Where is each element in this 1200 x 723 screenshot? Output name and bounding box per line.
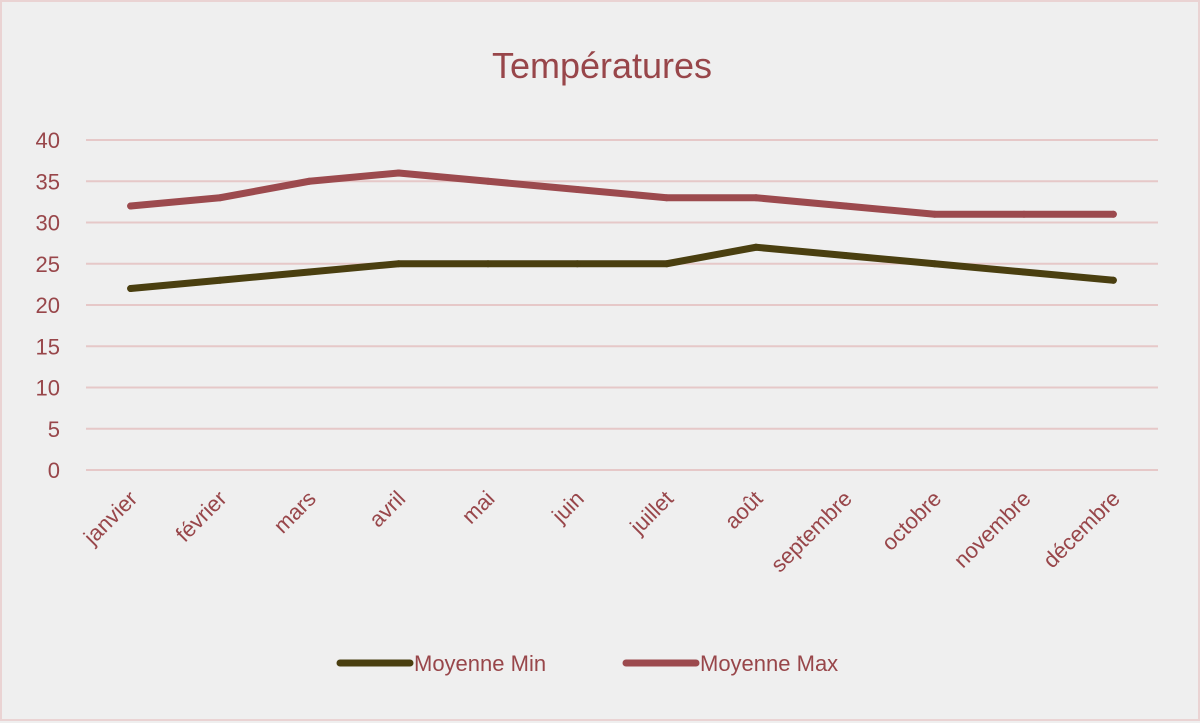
- x-tick-label: février: [171, 486, 232, 547]
- x-tick-label: janvier: [78, 486, 142, 550]
- x-tick-label: décembre: [1038, 486, 1125, 573]
- chart-title: Températures: [492, 45, 712, 86]
- data-point: [127, 202, 135, 210]
- legend-label: Moyenne Max: [700, 651, 838, 676]
- data-point: [1020, 268, 1028, 276]
- data-point: [1109, 210, 1117, 218]
- data-point: [484, 177, 492, 185]
- series-line-min: [127, 243, 1117, 292]
- x-axis-ticks: janvier février mars avril mai juin juillet aoû…: [78, 486, 1125, 577]
- data-point: [395, 169, 403, 177]
- x-tick-label: mai: [457, 486, 500, 529]
- data-point: [663, 194, 671, 202]
- legend-label: Moyenne Min: [414, 651, 546, 676]
- series-line-max: [127, 169, 1117, 218]
- x-tick-label: octobre: [877, 486, 947, 556]
- y-axis-ticks: 0 5 10 15 20 25 30 35 40: [36, 128, 60, 483]
- series-lines: [127, 169, 1117, 292]
- y-tick-label: 5: [48, 417, 60, 442]
- data-point: [752, 243, 760, 251]
- data-point: [305, 177, 313, 185]
- x-tick-label: avril: [364, 486, 410, 532]
- data-point: [841, 252, 849, 259]
- data-point: [305, 268, 313, 276]
- x-tick-label: novembre: [949, 486, 1036, 573]
- data-point: [841, 202, 849, 210]
- y-tick-label: 15: [36, 334, 60, 359]
- data-point: [1020, 210, 1028, 218]
- data-point: [395, 260, 403, 268]
- data-point: [573, 260, 581, 268]
- y-tick-label: 20: [36, 293, 60, 318]
- x-tick-label: juin: [546, 486, 589, 529]
- y-tick-label: 10: [36, 376, 60, 401]
- y-tick-label: 40: [36, 128, 60, 153]
- data-point: [931, 260, 939, 268]
- data-point: [1109, 276, 1117, 284]
- data-point: [663, 260, 671, 268]
- data-point: [216, 194, 224, 202]
- data-point: [127, 285, 135, 292]
- x-tick-label: juillet: [624, 486, 678, 540]
- legend: Moyenne Min Moyenne Max: [336, 651, 838, 676]
- y-tick-label: 30: [36, 211, 60, 236]
- x-tick-label: mars: [269, 486, 321, 538]
- data-point: [931, 210, 939, 218]
- x-tick-label: septembre: [766, 486, 857, 577]
- y-tick-label: 25: [36, 252, 60, 277]
- data-point: [752, 194, 760, 202]
- y-tick-label: 35: [36, 169, 60, 194]
- data-point: [573, 186, 581, 193]
- data-point: [216, 276, 224, 284]
- y-tick-label: 0: [48, 458, 60, 483]
- data-point: [484, 260, 492, 268]
- x-tick-label: août: [720, 486, 768, 534]
